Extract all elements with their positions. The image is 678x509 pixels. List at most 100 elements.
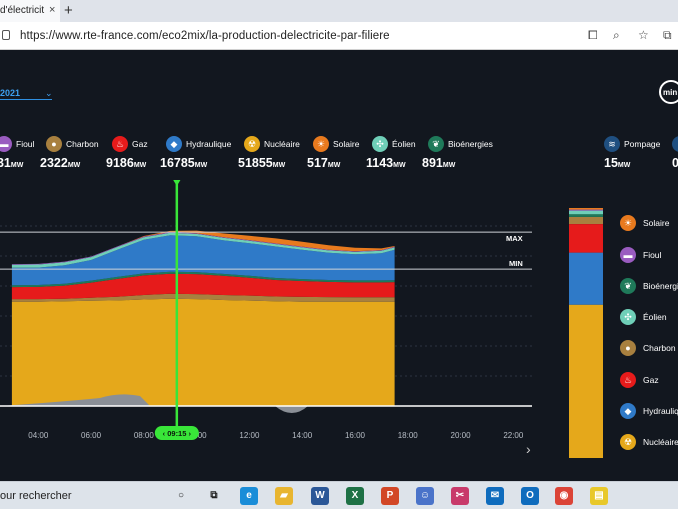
source-name: Éolien [392,139,416,149]
coal-icon: ● [620,340,636,356]
x-tick-label: 16:00 [345,431,366,440]
word-icon[interactable]: W [311,487,329,505]
wind-turbine-icon: ✣ [372,136,388,152]
time-cursor-badge[interactable] [154,426,199,440]
browser-tab-title: d'électricit [0,5,45,16]
water-drop-icon: ◆ [620,403,636,419]
chrome-icon[interactable]: ◉ [555,487,573,505]
mix-segment-hydraulique [569,252,603,305]
flame-icon: ♨ [112,136,128,152]
source-value-number: 51855 [238,156,273,170]
eco2mix-app: 2021 ⌄ min ▬Fioul331MW●Charbon2322MW♨Gaz… [0,50,678,481]
collections-icon[interactable]: ⧉ [663,28,672,42]
mix-segment-nucleaire [569,304,603,458]
time-cursor-label: ‹ 09:15 › [163,429,192,438]
area-hydraulique [11,235,395,286]
source-value-number: 891 [422,156,443,170]
legend-label: Gaz [643,375,659,385]
legend-label: Charbon [643,343,676,353]
source-value-number: 2322 [40,156,68,170]
snipping-tool-icon[interactable]: ✂ [451,487,469,505]
brand-logo: min [659,80,678,104]
area-eolien [11,232,395,268]
production-chart[interactable]: MAXMIN04:0006:0008:0010:0012:0014:0016:0… [0,180,545,492]
x-tick-label: 18:00 [398,431,419,440]
new-tab-icon[interactable]: + [64,2,73,19]
oil-drop-icon: ▬ [0,136,12,152]
time-cursor-handle[interactable] [171,180,183,186]
min-label: MIN [509,259,523,268]
powerpoint-icon[interactable]: P [381,487,399,505]
mix-segment-charbon [569,216,603,224]
area-bioenergies [11,271,395,288]
coal-icon: ● [46,136,62,152]
x-tick-label: 14:00 [292,431,313,440]
mix-segment-solaire [569,208,603,210]
source-unit: MW [327,162,341,169]
source-unit: MW [617,162,631,169]
x-tick-label: 22:00 [503,431,524,440]
chevron-down-icon[interactable]: ⌄ [45,88,53,98]
reader-view-icon[interactable]: ⧠ [588,28,598,42]
url-text[interactable]: https://www.rte-france.com/eco2mix/la-pr… [20,30,390,42]
leaf-icon: ❦ [428,136,444,152]
source-unit: MW [393,162,406,169]
browser-tab-strip: d'électricit × + [0,0,678,22]
date-selector[interactable]: 2021 [0,88,52,100]
close-tab-icon[interactable]: × [49,4,56,16]
zoom-icon[interactable]: ⌕ [613,28,620,42]
max-label: MAX [506,234,523,243]
source-name: Solaire [333,139,360,149]
mail-icon[interactable]: ✉ [486,487,504,505]
x-tick-label: 06:00 [81,431,102,440]
outlook-icon[interactable]: O [521,487,539,505]
favorite-star-icon[interactable]: ☆ [638,28,649,42]
address-bar[interactable]: https://www.rte-france.com/eco2mix/la-pr… [0,22,678,50]
source-value-number: 331 [0,156,11,170]
source-value: 2322MW [40,156,80,170]
source-value-number: 517 [307,156,328,170]
source-value: 51855MW [238,156,285,170]
source-value: 891MW [422,156,455,170]
source-name: Hydraulique [186,139,232,149]
source-value: 1143MW [366,156,406,170]
x-tick-label: 12:00 [239,431,260,440]
legend-label: Solaire [643,218,670,228]
nuclear-icon: ☢ [620,434,636,450]
brand-logo-text: min [663,88,678,97]
source-unit: MW [272,162,286,169]
chevron-right-icon[interactable]: › [526,441,531,457]
x-tick-label: 04:00 [28,431,49,440]
pumping-icon: ≋ [604,136,620,152]
lock-icon[interactable] [2,30,10,40]
windows-taskbar: our rechercher ○ ⧉ e ▰ W X P ☺ ✂ ✉ O ◉ ▤ [0,481,678,509]
file-explorer-icon[interactable]: ▰ [275,487,293,505]
browser-tab[interactable]: d'électricit × [0,0,60,22]
teams-icon[interactable]: ☺ [416,487,434,505]
source-value-number: 0 [672,156,678,170]
date-value: 2021 [0,88,21,98]
legend-label: Bioénergies [643,281,678,291]
area-nucleaire [11,298,395,406]
source-value: 15MW [604,156,630,170]
source-name: Gaz [132,139,148,149]
source-unit: MW [10,162,24,169]
area-charbon [11,293,395,302]
pumping-area [275,406,308,413]
legend-label: Nucléaire [643,437,678,447]
sun-icon: ☀ [313,136,329,152]
leaf-icon: ❦ [620,278,636,294]
sticky-note-icon[interactable]: ▤ [590,487,608,505]
taskbar-search-input[interactable]: our rechercher [0,490,72,502]
source-value-number: 1143 [366,156,394,170]
cortana-icon[interactable]: ○ [172,487,190,505]
flame-icon: ♨ [620,372,636,388]
exchange-area [0,394,150,406]
source-value: 517MW [307,156,340,170]
source-name: Charbon [66,139,99,149]
area-gaz [11,273,395,300]
source-value: 16785MW [160,156,207,170]
excel-icon[interactable]: X [346,487,364,505]
edge-icon[interactable]: e [240,487,258,505]
task-view-icon[interactable]: ⧉ [205,487,223,505]
